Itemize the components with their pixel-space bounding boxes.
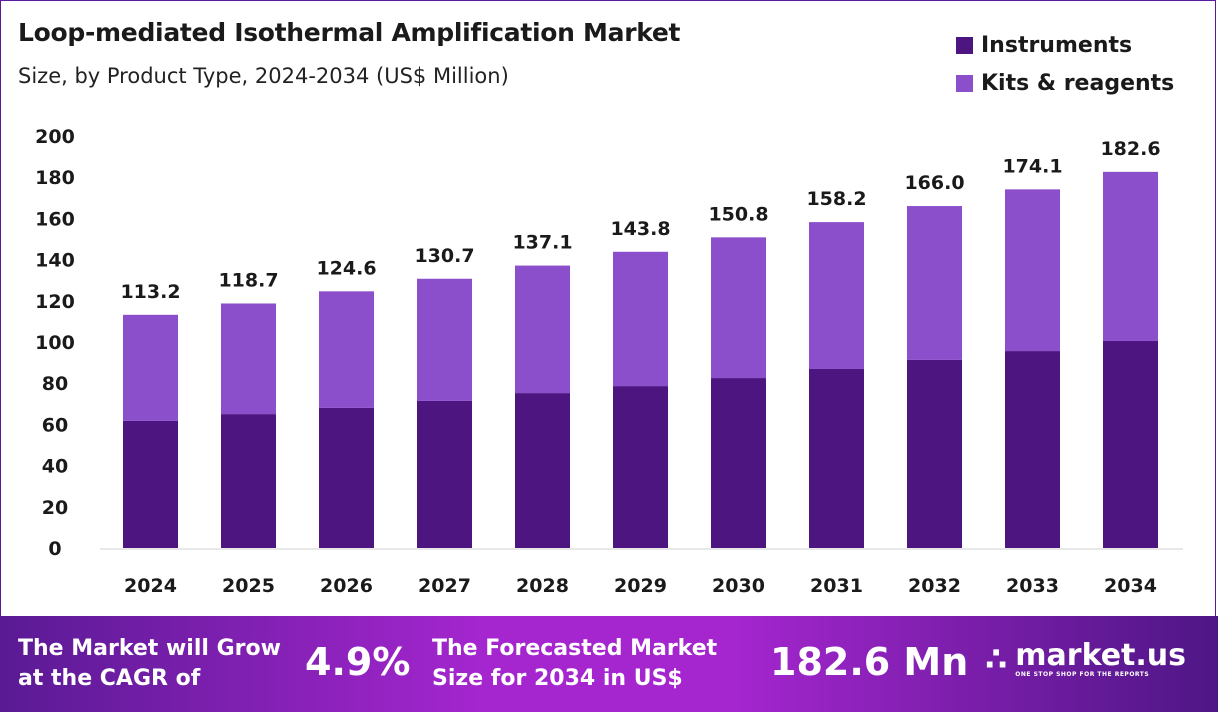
chart-title: Loop-mediated Isothermal Amplification M… — [18, 18, 681, 47]
x-tick-label: 2031 — [810, 575, 863, 597]
logo-tagline: ONE STOP SHOP FOR THE REPORTS — [1015, 670, 1150, 678]
y-tick-label: 200 — [35, 126, 75, 148]
bar-instruments-2027 — [417, 400, 472, 548]
bar-instruments-2031 — [809, 368, 864, 548]
legend-item-kits: Kits & reagents — [956, 64, 1174, 102]
bar-kits-reagents-2032 — [907, 206, 962, 360]
bar-kits-reagents-2027 — [417, 278, 472, 401]
x-tick-label: 2033 — [1006, 575, 1059, 597]
x-tick-label: 2032 — [908, 575, 961, 597]
x-tick-label: 2034 — [1104, 575, 1157, 597]
bar-instruments-2029 — [613, 386, 668, 548]
y-tick-label: 120 — [35, 291, 75, 313]
market-us-logo: ∴ market.us ONE STOP SHOP FOR THE REPORT… — [985, 640, 1186, 678]
forecast-label: The Forecasted Market Size for 2034 in U… — [432, 634, 717, 694]
bar-instruments-2028 — [515, 393, 570, 548]
x-tick-label: 2027 — [418, 575, 471, 597]
y-tick-label: 180 — [35, 167, 75, 189]
y-tick-label: 0 — [48, 538, 61, 560]
y-tick-label: 40 — [42, 456, 68, 478]
bar-instruments-2032 — [907, 359, 962, 548]
y-tick-label: 60 — [42, 414, 68, 436]
total-label: 130.7 — [414, 245, 474, 267]
bar-kits-reagents-2033 — [1005, 189, 1060, 352]
forecast-label-line1: The Forecasted Market — [432, 636, 718, 661]
bar-kits-reagents-2024 — [123, 314, 178, 421]
forecast-value: 182.6 Mn — [770, 640, 969, 684]
bar-kits-reagents-2028 — [515, 265, 570, 394]
cagr-value: 4.9% — [305, 640, 411, 684]
chart-subtitle: Size, by Product Type, 2024-2034 (US$ Mi… — [18, 64, 509, 88]
legend-swatch-kits — [956, 74, 973, 92]
total-label: 158.2 — [806, 188, 866, 210]
x-tick-label: 2028 — [516, 575, 569, 597]
bar-kits-reagents-2029 — [613, 251, 668, 387]
bar-instruments-2030 — [711, 378, 766, 548]
bar-instruments-2026 — [319, 407, 374, 548]
legend-swatch-instruments — [956, 36, 973, 54]
cagr-label-line2: at the CAGR of — [18, 666, 201, 691]
cagr-label: The Market will Grow at the CAGR of — [18, 634, 281, 694]
y-tick-label: 80 — [42, 373, 68, 395]
bar-kits-reagents-2026 — [319, 291, 374, 408]
chart-frame — [0, 0, 1216, 616]
bar-kits-reagents-2030 — [711, 237, 766, 379]
bar-instruments-2033 — [1005, 351, 1060, 548]
y-tick-label: 160 — [35, 208, 75, 230]
legend-label: Instruments — [981, 32, 1133, 58]
legend-label: Kits & reagents — [981, 70, 1175, 96]
footer-banner: The Market will Grow at the CAGR of 4.9%… — [0, 616, 1218, 712]
total-label: 113.2 — [120, 281, 180, 303]
total-label: 143.8 — [610, 218, 670, 240]
total-label: 150.8 — [708, 203, 768, 225]
bar-instruments-2034 — [1103, 340, 1158, 548]
y-tick-label: 100 — [35, 332, 75, 354]
logo-icon: ∴ — [985, 640, 1008, 678]
y-tick-label: 20 — [42, 497, 68, 519]
forecast-label-line2: Size for 2034 in US$ — [432, 666, 683, 691]
x-tick-label: 2030 — [712, 575, 765, 597]
bar-kits-reagents-2034 — [1103, 171, 1158, 341]
y-tick-label: 140 — [35, 250, 75, 272]
x-tick-label: 2024 — [124, 575, 177, 597]
cagr-label-line1: The Market will Grow — [18, 636, 281, 661]
bar-chart: 0 20 40 60 80 100 120 140 160 180 200 113.2 2024 118.… — [35, 126, 1183, 597]
x-tick-label: 2025 — [222, 575, 275, 597]
bar-kits-reagents-2025 — [221, 303, 276, 415]
total-label: 137.1 — [512, 232, 572, 254]
bar-instruments-2024 — [123, 420, 178, 548]
bar-instruments-2025 — [221, 414, 276, 548]
total-label: 118.7 — [218, 269, 278, 291]
x-tick-label: 2029 — [614, 575, 667, 597]
legend-item-instruments: Instruments — [956, 26, 1174, 64]
x-tick-label: 2026 — [320, 575, 373, 597]
total-label: 182.6 — [1100, 138, 1160, 160]
bar-kits-reagents-2031 — [809, 222, 864, 369]
logo-name: market.us — [1015, 637, 1187, 673]
total-label: 174.1 — [1002, 155, 1062, 177]
total-label: 166.0 — [904, 172, 964, 194]
total-label: 124.6 — [316, 257, 376, 279]
legend: Instruments Kits & reagents — [956, 26, 1174, 102]
